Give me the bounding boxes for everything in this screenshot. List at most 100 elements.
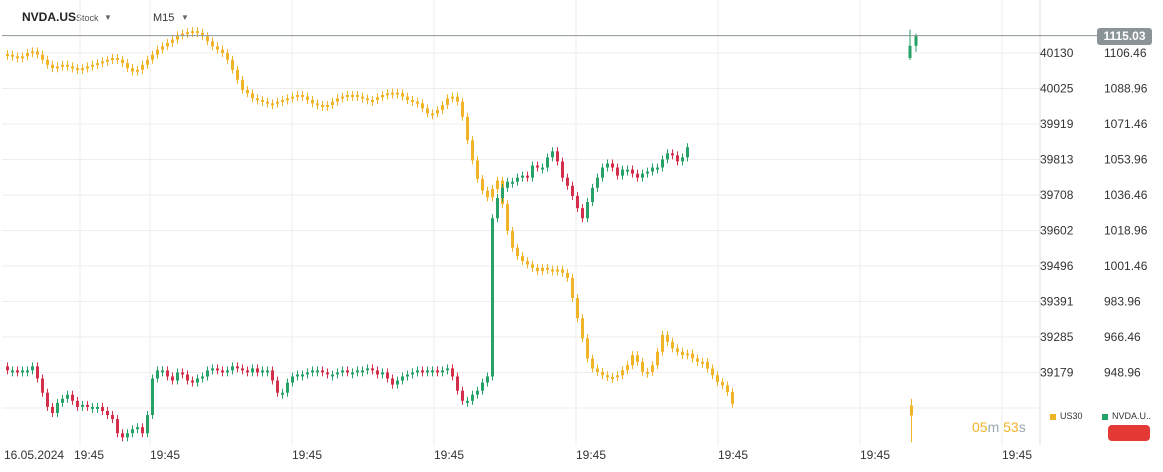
- nvda-candle-body: [631, 169, 634, 174]
- us30-candle-body: [611, 376, 614, 379]
- us30-candle-body: [386, 93, 389, 96]
- us30-candle-body: [366, 98, 369, 101]
- us30-candle-body: [266, 101, 269, 104]
- timeframe-dropdown-icon[interactable]: ▼: [181, 13, 189, 22]
- us30-candle-body: [71, 66, 74, 69]
- us30-candle-body: [466, 116, 469, 141]
- left-price-axis: 40130 40025 39919 39813 39708 39602 39496 39391…: [1040, 46, 1074, 380]
- us30-candle-body: [196, 31, 199, 34]
- us30-candle-body: [146, 59, 149, 65]
- us30-candle-body: [156, 49, 159, 55]
- us30-candle-body: [491, 188, 494, 198]
- nvda-candle-body: [176, 372, 179, 381]
- us30-live-body: [910, 405, 913, 416]
- nvda-candle-body: [151, 378, 154, 416]
- us30-candle-body: [216, 46, 219, 50]
- left-axis-tick: 39285: [1040, 330, 1074, 344]
- us30-candle-body: [561, 269, 564, 273]
- us30-candle-body: [356, 94, 359, 97]
- nvda-candle-body: [236, 366, 239, 369]
- legend-label-nvda: NVDA.U..: [1112, 411, 1152, 421]
- us30-candle-body: [641, 361, 644, 372]
- symbol-dropdown-icon[interactable]: ▼: [104, 13, 112, 22]
- us30-candle-body: [46, 59, 49, 65]
- us30-candle-body: [301, 94, 304, 97]
- us30-candle-body: [396, 92, 399, 95]
- nvda-candle-body: [121, 433, 124, 438]
- nvda-candle-body: [481, 382, 484, 391]
- legend-item-nvda[interactable]: NVDA.U..: [1102, 411, 1151, 421]
- nvda-candles: [6, 143, 689, 442]
- us30-candle-body: [576, 298, 579, 319]
- us30-candle-body: [286, 98, 289, 101]
- us30-candle-body: [601, 371, 604, 376]
- nvda-candle-body: [551, 151, 554, 158]
- us30-candle-body: [131, 68, 134, 72]
- us30-candle-body: [596, 368, 599, 372]
- nvda-candle-body: [391, 378, 394, 385]
- us30-candle-body: [436, 110, 439, 114]
- nvda-candle-body: [16, 370, 19, 373]
- us30-candle-body: [661, 334, 664, 352]
- us30-candle-body: [676, 348, 679, 352]
- us30-candle-body: [416, 101, 419, 104]
- us30-candle-body: [681, 351, 684, 356]
- nvda-candle-body: [276, 380, 279, 393]
- us30-candle-body: [186, 32, 189, 35]
- us30-candle-body: [36, 51, 39, 55]
- nvda-candle-body: [361, 370, 364, 373]
- us30-candle-body: [731, 392, 734, 404]
- nvda-candle-body: [501, 187, 504, 198]
- us30-candle-body: [486, 190, 489, 198]
- us30-candle-body: [551, 269, 554, 272]
- nvda-candle-body: [136, 427, 139, 430]
- nvda-candle-body: [411, 372, 414, 375]
- sell-button[interactable]: [1108, 425, 1150, 441]
- us30-candle-body: [276, 101, 279, 104]
- nvda-candle-body: [421, 370, 424, 373]
- timeframe-selector[interactable]: M15: [153, 12, 175, 24]
- nvda-candle-body: [441, 370, 444, 373]
- nvda-candle-body: [346, 370, 349, 373]
- us30-candle-body: [431, 113, 434, 116]
- us30-candle-body: [261, 99, 264, 102]
- us30-candle-body: [651, 365, 654, 372]
- us30-candle-body: [101, 61, 104, 64]
- nvda-candle-body: [486, 376, 489, 383]
- us30-candle-body: [671, 341, 674, 349]
- symbol-label[interactable]: NVDA.US: [22, 10, 77, 24]
- us30-candle-body: [161, 46, 164, 50]
- nvda-candle-body: [666, 153, 669, 160]
- nvda-candle-body: [216, 368, 219, 371]
- right-axis-tick: 1106.46: [1104, 46, 1147, 60]
- us30-candle-body: [496, 180, 499, 189]
- left-axis-tick: 39602: [1040, 224, 1074, 238]
- nvda-candle-body: [496, 197, 499, 219]
- nvda-candle-body: [466, 400, 469, 403]
- us30-candle-body: [646, 371, 649, 374]
- left-axis-tick: 39391: [1040, 295, 1074, 309]
- us30-candle-body: [141, 64, 144, 70]
- right-axis-tick: 1036.46: [1104, 188, 1148, 202]
- time-axis-label: 19:45: [1002, 448, 1032, 462]
- us30-candle-body: [271, 103, 274, 106]
- us30-candle-body: [586, 338, 589, 359]
- us30-candle-body: [521, 256, 524, 262]
- nvda-candle-body: [351, 372, 354, 375]
- us30-candle-body: [326, 105, 329, 108]
- us30-candle-body: [16, 56, 19, 59]
- nvda-candle-body: [446, 368, 449, 371]
- us30-candle-body: [26, 53, 29, 57]
- us30-candle-body: [621, 370, 624, 376]
- us30-candle-body: [626, 365, 629, 371]
- us30-candle-body: [716, 375, 719, 382]
- nvda-candle-body: [266, 370, 269, 373]
- us30-candle-body: [411, 99, 414, 102]
- time-axis-label: 19:45: [292, 448, 322, 462]
- nvda-candle-body: [96, 406, 99, 409]
- left-axis-tick: 40025: [1040, 82, 1074, 96]
- nvda-candle-body: [246, 370, 249, 373]
- legend-item-us30[interactable]: US30: [1050, 411, 1083, 421]
- us30-candle-body: [701, 361, 704, 364]
